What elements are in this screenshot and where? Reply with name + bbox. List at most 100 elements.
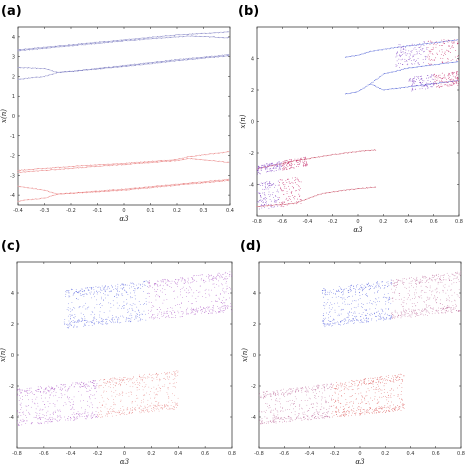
orbit-point — [146, 37, 148, 39]
orbit-point — [145, 409, 147, 411]
orbit-point — [29, 169, 31, 171]
orbit-point — [188, 313, 189, 315]
orbit-point — [299, 181, 300, 183]
orbit-point — [259, 173, 261, 175]
orbit-point — [131, 410, 133, 412]
orbit-point — [451, 85, 453, 86]
orbit-point — [117, 318, 118, 320]
orbit-point — [36, 390, 38, 392]
orbit-point — [432, 42, 434, 44]
orbit-point — [150, 63, 152, 65]
orbit-point — [325, 317, 326, 319]
orbit-point — [218, 152, 219, 154]
orbit-point — [219, 160, 221, 162]
orbit-point — [104, 297, 106, 299]
orbit-point — [112, 287, 113, 288]
orbit-point — [137, 38, 139, 40]
orbit-point — [206, 33, 208, 34]
orbit-point — [157, 186, 159, 188]
orbit-point — [106, 323, 108, 325]
orbit-point — [49, 420, 51, 422]
orbit-point — [176, 36, 178, 38]
orbit-point — [258, 192, 259, 194]
orbit-point — [110, 303, 112, 305]
orbit-point — [150, 311, 152, 312]
orbit-point — [375, 85, 377, 87]
orbit-point — [136, 386, 138, 388]
orbit-point — [190, 303, 192, 305]
orbit-point — [167, 185, 169, 187]
orbit-point — [453, 42, 455, 44]
orbit-point — [270, 203, 272, 205]
orbit-point — [268, 185, 270, 186]
orbit-point — [36, 47, 38, 49]
orbit-point — [419, 53, 420, 55]
orbit-point — [132, 187, 134, 189]
orbit-point — [169, 376, 170, 378]
orbit-point — [109, 67, 111, 69]
orbit-point — [268, 204, 270, 206]
orbit-point — [166, 60, 168, 62]
orbit-point — [104, 286, 105, 288]
orbit-point — [172, 309, 174, 311]
orbit-point — [180, 291, 182, 293]
orbit-point — [189, 182, 191, 184]
orbit-point — [183, 59, 184, 61]
orbit-point — [257, 169, 259, 171]
orbit-point — [289, 168, 290, 169]
orbit-point — [451, 80, 453, 82]
orbit-point — [153, 283, 155, 285]
orbit-point — [180, 311, 182, 312]
orbit-point — [202, 32, 204, 34]
orbit-point — [158, 410, 160, 412]
orbit-point — [274, 202, 276, 203]
orbit-point — [370, 303, 372, 304]
orbit-point — [48, 390, 49, 391]
orbit-point — [203, 56, 205, 58]
orbit-point — [42, 167, 44, 169]
orbit-point — [270, 183, 272, 185]
orbit-point — [425, 285, 427, 287]
orbit-point — [278, 169, 280, 171]
orbit-point — [35, 47, 37, 49]
orbit-point — [90, 291, 92, 293]
orbit-point — [454, 61, 456, 63]
orbit-point — [416, 52, 418, 54]
orbit-point — [200, 279, 202, 281]
orbit-point — [220, 56, 222, 58]
orbit-point — [401, 46, 403, 48]
orbit-point — [442, 307, 444, 309]
orbit-point — [228, 275, 230, 277]
orbit-point — [169, 311, 171, 312]
orbit-point — [65, 403, 67, 405]
orbit-point — [137, 320, 139, 322]
orbit-point — [140, 161, 142, 163]
y-tick-label: -4 — [251, 415, 256, 421]
orbit-point — [124, 188, 126, 190]
orbit-point — [279, 179, 281, 181]
orbit-point — [265, 167, 266, 169]
y-tick-label: -1 — [10, 134, 15, 140]
orbit-point — [418, 297, 420, 299]
orbit-point — [342, 320, 344, 322]
orbit-point — [217, 32, 219, 34]
orbit-point — [84, 316, 85, 318]
orbit-point — [41, 387, 43, 388]
orbit-point — [287, 166, 289, 168]
orbit-point — [453, 39, 455, 41]
x-tick-label: 0.1 — [147, 208, 155, 214]
orbit-point — [157, 375, 158, 377]
orbit-point — [125, 321, 127, 322]
orbit-point — [396, 55, 398, 57]
orbit-point — [219, 275, 221, 277]
orbit-point — [108, 40, 109, 42]
orbit-point — [329, 154, 331, 156]
orbit-point — [285, 203, 287, 205]
orbit-point — [143, 284, 145, 286]
orbit-point — [145, 410, 147, 411]
orbit-point — [173, 185, 175, 186]
orbit-point — [35, 412, 37, 413]
orbit-point — [408, 282, 410, 284]
orbit-point — [18, 400, 20, 402]
orbit-point — [114, 378, 116, 380]
